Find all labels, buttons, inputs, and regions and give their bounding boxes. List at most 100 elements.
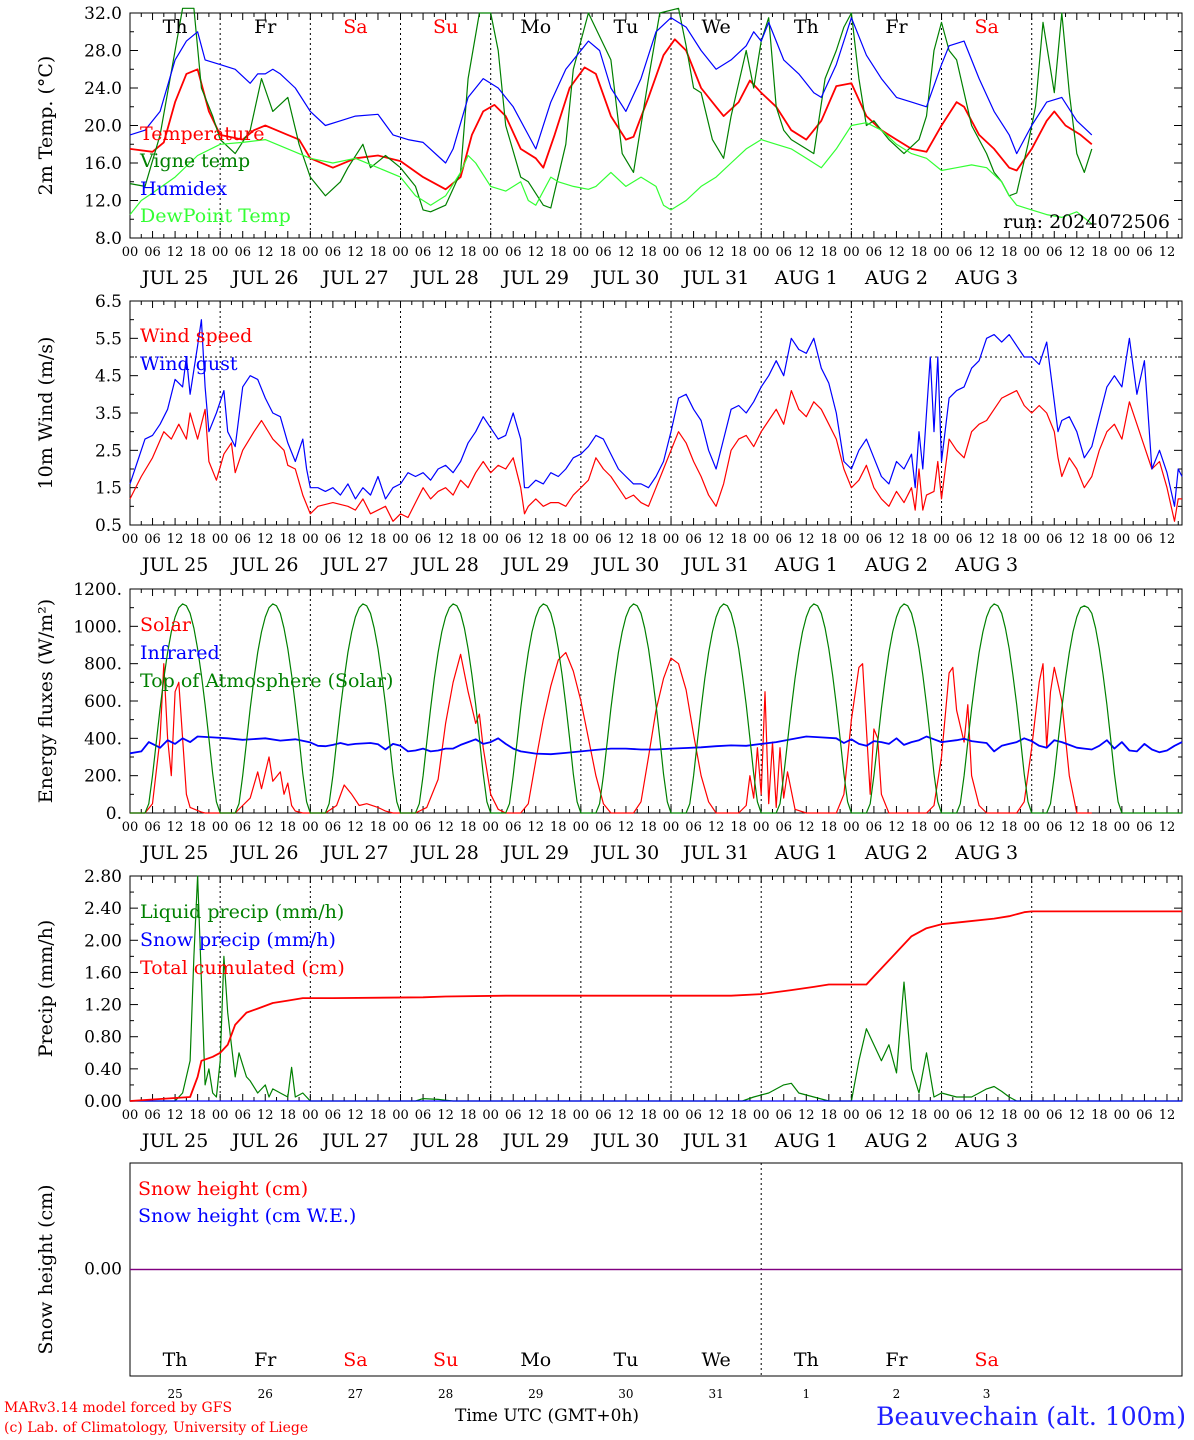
panel-4-hour-tick-label: 00: [933, 1108, 950, 1123]
panel-3-legend-entry: Infrared: [140, 642, 220, 664]
panel-1-series-line: [129, 122, 1093, 225]
panel-3-hour-tick-label: 06: [685, 820, 702, 835]
panel-4-y-tick-label: 0.00: [84, 1092, 122, 1112]
day-number-label: 29: [528, 1387, 543, 1400]
panel-2-hour-tick-label: 06: [415, 532, 432, 547]
panel-1-hour-tick-label: 12: [618, 245, 635, 260]
panel-4-hour-tick-label: 18: [730, 1108, 747, 1123]
panel-4-hour-tick-label: 00: [663, 1108, 680, 1123]
panel-2-hour-tick-label: 00: [573, 532, 590, 547]
panel-3-hour-tick-label: 00: [573, 820, 590, 835]
panel-1-hour-tick-label: 12: [437, 245, 454, 260]
panel-2-hour-tick-label: 12: [437, 532, 454, 547]
panel-1-hour-tick-label: 18: [370, 245, 387, 260]
panel-3-date-label: JUL 27: [320, 842, 388, 864]
panel-5-legend-entry: Snow height (cm): [138, 1178, 308, 1200]
panel-2-hour-tick-label: 00: [122, 532, 139, 547]
panel-2-hour-tick-label: 06: [685, 532, 702, 547]
panel-2-hour-tick-label: 06: [956, 532, 973, 547]
panel-4-hour-tick-label: 18: [640, 1108, 657, 1123]
panel-4-hour-tick-label: 12: [618, 1108, 635, 1123]
panel-4-hour-tick-label: 06: [1136, 1108, 1153, 1123]
panel-3-y-tick-label: 400.: [84, 729, 122, 749]
weekday-label-bottom: Sa: [974, 1349, 998, 1371]
panel-1-date-label: AUG 3: [954, 267, 1018, 289]
panel-3-date-label: JUL 31: [681, 842, 749, 864]
panel-3-hour-tick-label: 00: [302, 820, 319, 835]
panel-3-hour-tick-label: 00: [1114, 820, 1131, 835]
panel-2-hour-tick-label: 00: [1114, 532, 1131, 547]
panel-3-date-label: JUL 28: [410, 842, 478, 864]
panel-3-hour-tick-label: 06: [505, 820, 522, 835]
panel-3-date-label: JUL 29: [501, 842, 569, 864]
panel-4-hour-tick-label: 12: [888, 1108, 905, 1123]
panel-3-hour-tick-label: 06: [866, 820, 883, 835]
panel-4-hour-tick-label: 00: [122, 1108, 139, 1123]
panel-1-hour-tick-label: 06: [325, 245, 342, 260]
panel-3-hour-tick-label: 12: [347, 820, 364, 835]
panel-1-date-label: JUL 25: [140, 267, 208, 289]
panel-1-hour-tick-label: 06: [956, 245, 973, 260]
panel-1-hour-tick-label: 00: [573, 245, 590, 260]
day-number-label: 25: [167, 1387, 182, 1400]
panel-4-y-axis-label: Precip (mm/h): [35, 920, 57, 1058]
panel-2-hour-tick-label: 12: [708, 532, 725, 547]
panel-4-hour-tick-label: 06: [144, 1108, 161, 1123]
model-credit: MARv3.14 model forced by GFS: [4, 1400, 233, 1416]
panel-4-date-label: JUL 27: [320, 1130, 388, 1152]
panel-3-series-line: [129, 735, 1183, 756]
panel-3-y-axis-label: Energy fluxes (W/m²): [35, 599, 57, 803]
panel-4-hour-tick-label: 00: [573, 1108, 590, 1123]
panel-3-date-label: JUL 30: [591, 842, 659, 864]
panel-3-hour-tick-label: 18: [460, 820, 477, 835]
panel-3-hour-tick-label: 06: [325, 820, 342, 835]
panel-1-hour-tick-label: 18: [1001, 245, 1018, 260]
weekday-label-top: Fr: [254, 16, 277, 38]
weekday-label-top: Mo: [520, 16, 551, 38]
panel-2-hour-tick-label: 18: [460, 532, 477, 547]
panel-3-hour-tick-label: 12: [167, 820, 184, 835]
panel-3-legend-entry: Top of Atmosphere (Solar): [140, 670, 393, 692]
panel-1-hour-tick-label: 18: [189, 245, 206, 260]
panel-2-y-tick-label: 2.5: [95, 441, 122, 461]
panel-2-series-line: [129, 319, 1183, 507]
panel-2-hour-tick-label: 06: [325, 532, 342, 547]
day-number-label: 31: [708, 1387, 723, 1400]
panel-3-hour-tick-label: 12: [888, 820, 905, 835]
panel-4-legend-entry: Liquid precip (mm/h): [140, 901, 344, 923]
time-axis-label: Time UTC (GMT+0h): [455, 1406, 640, 1426]
panel-1-legend-entry: DewPoint Temp: [140, 205, 291, 227]
panel-1-hour-tick-label: 00: [663, 245, 680, 260]
panel-1-hour-tick-label: 06: [775, 245, 792, 260]
weekday-label-bottom: Th: [794, 1349, 819, 1371]
panel-2-hour-tick-label: 18: [640, 532, 657, 547]
panel-4-date-label: JUL 26: [230, 1130, 298, 1152]
panel-3-hour-tick-label: 00: [392, 820, 409, 835]
panel-4-hour-tick-label: 06: [415, 1108, 432, 1123]
panel-4-hour-tick-label: 18: [821, 1108, 838, 1123]
panel-1-hour-tick-label: 06: [415, 245, 432, 260]
panel-2-hour-tick-label: 18: [730, 532, 747, 547]
panel-2-hour-tick-label: 12: [347, 532, 364, 547]
panel-4-date-label: AUG 3: [954, 1130, 1018, 1152]
panel-1-hour-tick-label: 00: [1114, 245, 1131, 260]
panel-3-y-tick-label: 1000.: [73, 617, 122, 637]
panel-1-hour-tick-label: 06: [505, 245, 522, 260]
panel-1-hour-tick-label: 12: [527, 245, 544, 260]
panel-2-y-tick-label: 4.5: [95, 367, 122, 387]
panel-1-hour-tick-label: 12: [798, 245, 815, 260]
panel-4-hour-tick-label: 00: [1023, 1108, 1040, 1123]
panel-1-legend-entry: Temperature: [140, 123, 264, 145]
panel-3-hour-tick-label: 18: [911, 820, 928, 835]
panel-2-legend-entry: Wind speed: [140, 325, 252, 347]
panel-2-hour-tick-label: 00: [843, 532, 860, 547]
panel-1-y-tick-label: 32.0: [84, 4, 122, 24]
panel-1-hour-tick-label: 18: [460, 245, 477, 260]
panel-1-hour-tick-label: 18: [821, 245, 838, 260]
day-number-label: 1: [802, 1387, 810, 1400]
panel-4-hour-tick-label: 12: [708, 1108, 725, 1123]
station-label: Beauvechain (alt. 100m): [876, 1402, 1186, 1431]
panel-4-hour-tick-label: 06: [325, 1108, 342, 1123]
panel-4-legend-entry: Snow precip (mm/h): [140, 929, 336, 951]
panel-1-date-label: JUL 29: [501, 267, 569, 289]
